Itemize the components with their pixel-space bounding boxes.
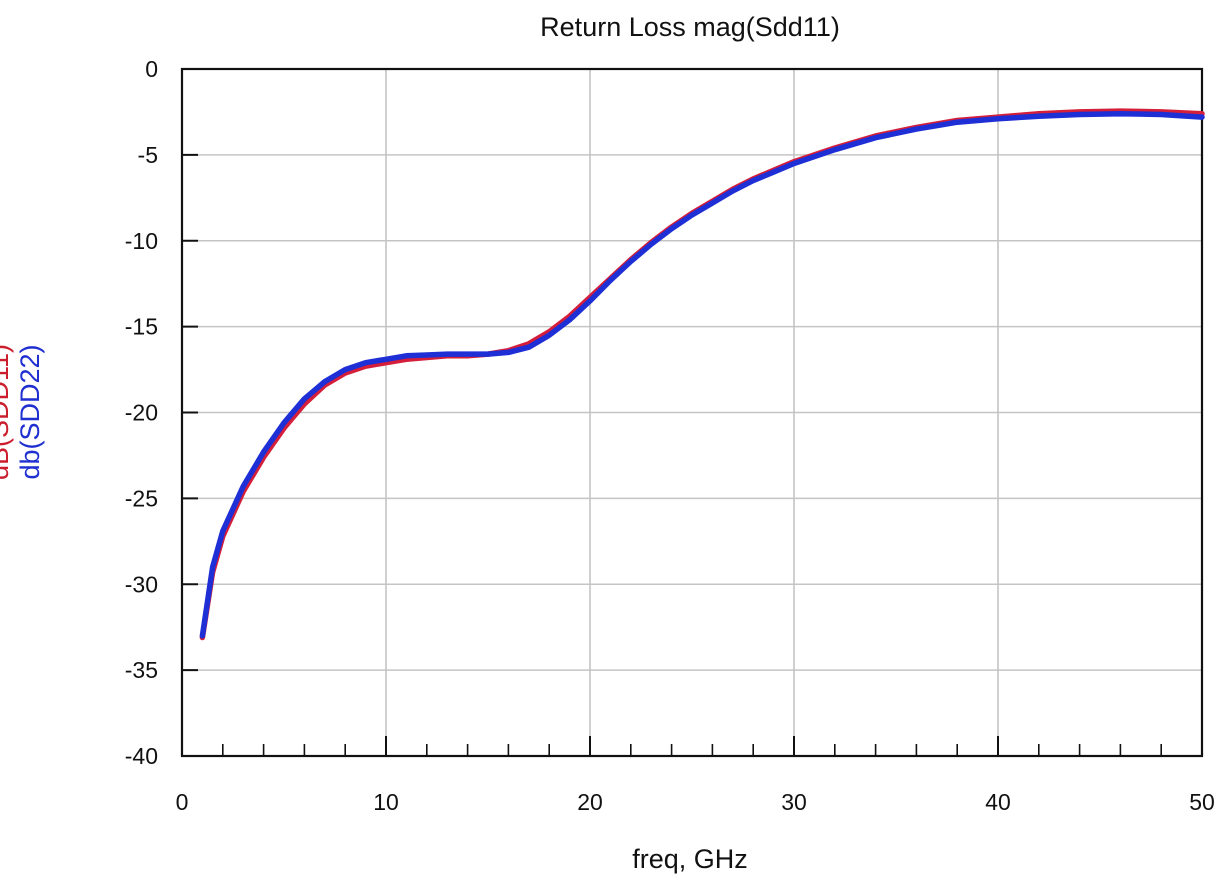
x-tick-label: 0 bbox=[176, 789, 189, 815]
x-tick-label: 10 bbox=[373, 789, 399, 815]
y-tick-label: -40 bbox=[125, 743, 158, 769]
y-tick-label: -5 bbox=[138, 142, 158, 168]
x-axis-label: freq, GHz bbox=[632, 844, 748, 874]
x-tick-label: 30 bbox=[781, 789, 807, 815]
y-axis-label-line: dB(SDD11) bbox=[0, 344, 14, 480]
grid-lines bbox=[182, 69, 1202, 756]
x-tick-label: 20 bbox=[577, 789, 603, 815]
x-tick-label: 40 bbox=[985, 789, 1011, 815]
y-tick-label: -25 bbox=[125, 485, 158, 511]
series-line bbox=[199, 108, 1205, 641]
y-axis-labels: dB(SDD11)db(SDD22) bbox=[0, 344, 45, 480]
x-tick-label: 50 bbox=[1189, 789, 1215, 815]
chart-title: Return Loss mag(Sdd11) bbox=[540, 12, 840, 42]
series-line bbox=[199, 110, 1205, 639]
y-tick-label: -15 bbox=[125, 314, 158, 340]
y-tick-label: -10 bbox=[125, 228, 158, 254]
y-tick-label: -30 bbox=[125, 571, 158, 597]
y-axis-label-line: db(SDD22) bbox=[15, 344, 45, 479]
y-tick-label: -35 bbox=[125, 657, 158, 683]
x-minor-ticks bbox=[222, 744, 1162, 756]
y-tick-label: -20 bbox=[125, 400, 158, 426]
y-tick-label: 0 bbox=[145, 56, 158, 82]
series-lines bbox=[199, 108, 1205, 641]
x-axis-ticks: 0 10 20 30 40 50 bbox=[176, 736, 1215, 815]
y-axis-ticks: 0 -5 -10 -15 -20 -25 -30 -35 -40 bbox=[125, 56, 198, 769]
y-axis-label: dB(SDD11)db(SDD22) bbox=[0, 344, 45, 480]
